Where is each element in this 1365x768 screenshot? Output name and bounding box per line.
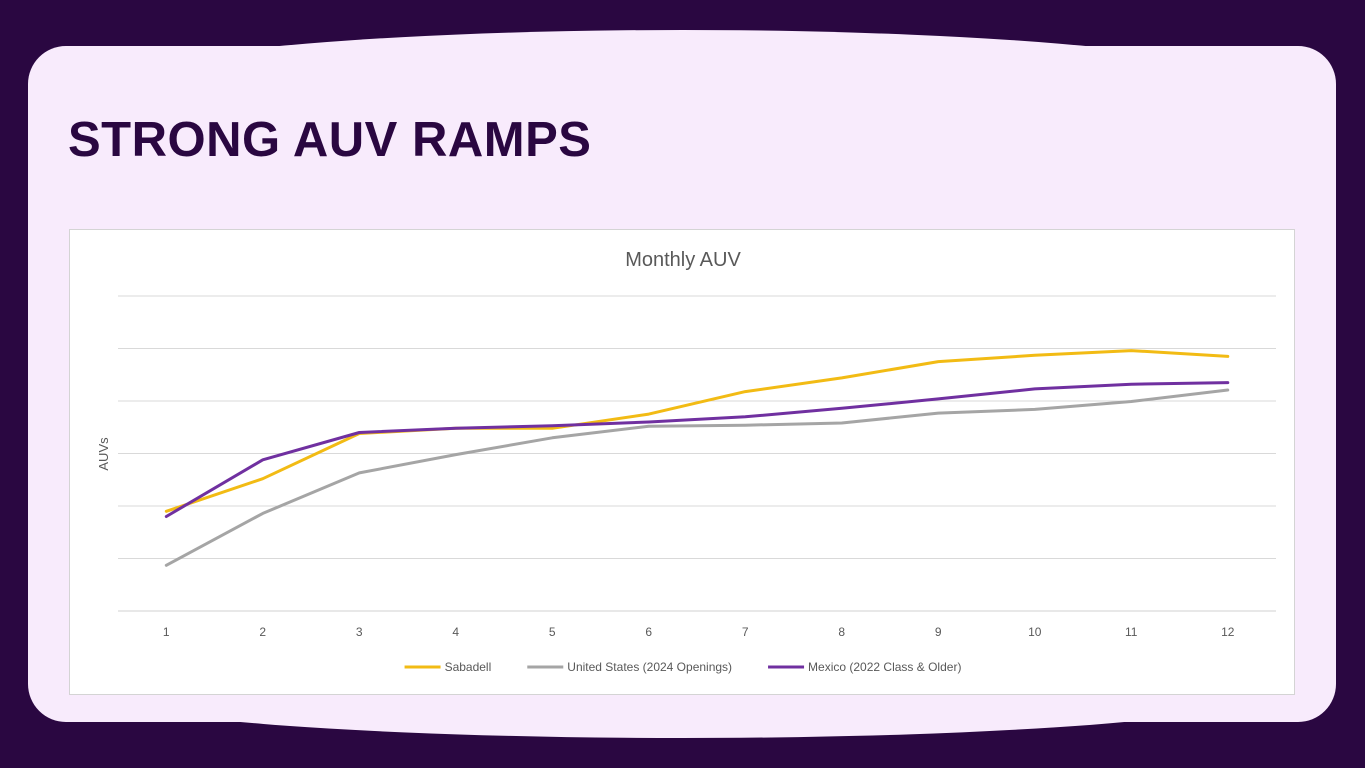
series-line-2: [164, 388, 1230, 567]
legend-label: United States (2024 Openings): [567, 660, 732, 674]
x-tick-label: 10: [1028, 625, 1042, 639]
x-tick-label: 2: [259, 625, 266, 639]
x-tick-label: 4: [452, 625, 459, 639]
x-tick-label: 6: [645, 625, 652, 639]
series-line-1: [164, 349, 1230, 513]
y-axis-label: AUVs: [96, 437, 111, 471]
series-lines: [164, 349, 1230, 567]
series-line-3: [164, 381, 1230, 518]
chart-area: Monthly AUV AUVs 1 2 3 4 5 6 7 8 9 10 11 12 Sabadel…: [69, 229, 1295, 695]
slide-card-bottom-curve: [90, 690, 1275, 738]
x-tick-label: 1: [163, 625, 170, 639]
slide-title: STRONG AUV RAMPS: [68, 113, 592, 167]
chart-title: Monthly AUV: [625, 249, 741, 271]
legend-label: Mexico (2022 Class & Older): [808, 660, 961, 674]
x-tick-label: 11: [1125, 625, 1138, 639]
x-tick-label: 9: [935, 625, 942, 639]
legend-label: Sabadell: [445, 660, 492, 674]
gridlines: [118, 295, 1276, 612]
line-chart: Monthly AUV AUVs 1 2 3 4 5 6 7 8 9 10 11 12 Sabadel…: [96, 249, 1276, 674]
x-axis-ticks: 1 2 3 4 5 6 7 8 9 10 11 12: [163, 625, 1235, 639]
legend: Sabadell United States (2024 Openings) Mex…: [404, 660, 961, 674]
slide-card-top-curve: [90, 30, 1275, 90]
x-tick-label: 12: [1221, 625, 1235, 639]
x-tick-label: 3: [356, 625, 363, 639]
x-tick-label: 8: [838, 625, 845, 639]
x-tick-label: 7: [742, 625, 749, 639]
x-tick-label: 5: [549, 625, 556, 639]
